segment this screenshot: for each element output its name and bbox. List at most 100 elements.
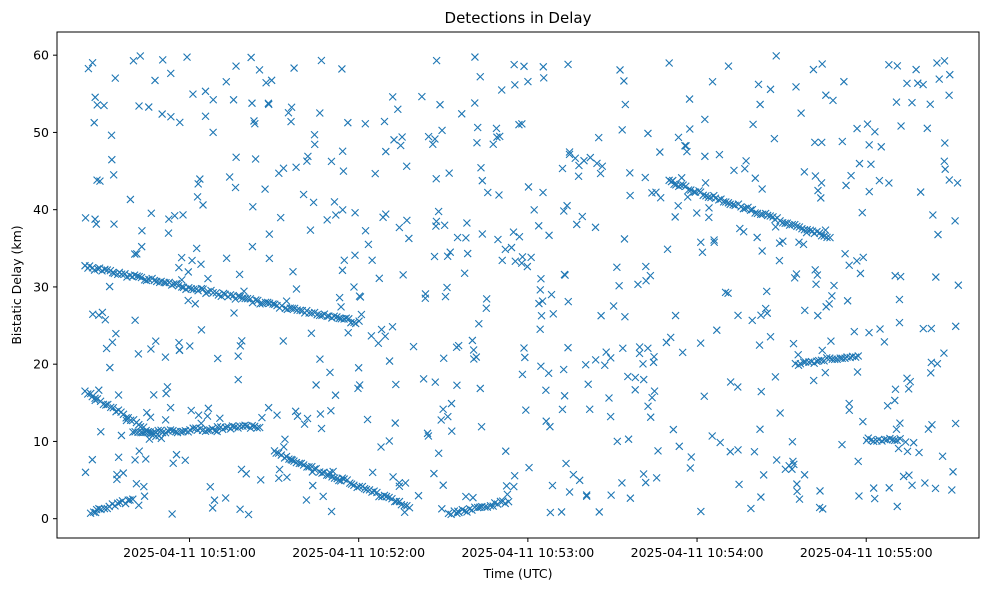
detection-point (375, 274, 384, 283)
detection-point (546, 422, 554, 431)
detection-point (716, 438, 725, 447)
detection-point (747, 504, 755, 513)
detection-point (134, 501, 143, 510)
detection-point (756, 100, 765, 109)
detection-point (903, 79, 911, 88)
detection-point (131, 316, 140, 325)
detection-point (440, 221, 449, 230)
detection-point (639, 359, 647, 368)
detection-point (174, 263, 183, 272)
detection-point (766, 212, 775, 220)
detection-point (894, 444, 903, 453)
detection-point (243, 294, 252, 303)
detection-point (307, 309, 316, 317)
detection-point (565, 148, 574, 156)
detection-point (105, 282, 114, 291)
detection-point (236, 505, 244, 514)
detection-point (147, 345, 155, 353)
detection-point (162, 278, 170, 287)
detection-point (626, 494, 635, 503)
detection-point (163, 383, 172, 391)
detection-point (609, 302, 618, 310)
detection-point (509, 228, 518, 237)
detection-point (895, 318, 904, 327)
detection-point (93, 264, 102, 273)
detection-point (841, 249, 849, 258)
detection-point (141, 455, 150, 463)
detection-point (891, 271, 900, 280)
detection-point (122, 416, 131, 425)
detection-point (683, 193, 692, 201)
detection-point (641, 262, 650, 271)
detection-point (623, 372, 632, 381)
detection-point (854, 457, 863, 466)
detection-point (327, 406, 335, 415)
detection-point (395, 223, 404, 232)
detection-point (189, 90, 197, 99)
detection-point (107, 131, 116, 140)
detection-point (381, 210, 390, 219)
detection-point (766, 85, 775, 94)
detection-point (199, 201, 207, 209)
detection-point (497, 86, 506, 94)
detection-point (639, 470, 648, 478)
detection-point (654, 447, 662, 455)
detection-point (940, 139, 949, 147)
detection-point (391, 419, 400, 427)
detection-point (138, 226, 146, 235)
detection-point (908, 481, 916, 490)
detection-point (901, 438, 910, 446)
detection-point (477, 422, 486, 431)
detection-point (465, 504, 474, 513)
detection-point (326, 368, 334, 377)
detection-point (858, 417, 867, 426)
detection-point (264, 100, 273, 109)
detection-point (624, 435, 633, 444)
detection-point (234, 375, 243, 384)
detection-point (719, 197, 728, 206)
detection-point (269, 300, 277, 308)
detection-point (750, 447, 759, 456)
detection-point (237, 337, 246, 345)
detection-point (344, 328, 353, 337)
detection-point (800, 168, 809, 176)
detection-point (323, 216, 332, 224)
detection-point (818, 346, 827, 355)
detection-point (434, 449, 443, 458)
detection-point (941, 165, 950, 174)
detection-point (295, 459, 304, 468)
detection-point (564, 297, 573, 306)
detection-point (919, 324, 928, 333)
detection-point (275, 465, 284, 474)
detection-point (90, 118, 99, 127)
detection-point (398, 133, 407, 141)
detection-point (867, 160, 875, 169)
detection-point (83, 390, 92, 398)
detection-point (453, 507, 462, 516)
detection-point (303, 414, 312, 423)
detection-point (149, 429, 157, 437)
detection-point (953, 178, 962, 187)
detection-point (395, 482, 404, 491)
detection-point (696, 238, 705, 247)
detection-point (934, 230, 942, 239)
detection-point (296, 306, 304, 315)
detection-point (225, 173, 234, 181)
detection-point (273, 411, 281, 419)
detection-point (414, 491, 423, 500)
detection-point (237, 465, 246, 474)
detection-point (933, 59, 941, 67)
detection-point (539, 73, 548, 82)
detection-point (582, 491, 591, 499)
detection-point (572, 220, 581, 229)
detection-point (377, 443, 385, 451)
detection-point (382, 492, 391, 501)
detection-point (255, 423, 264, 432)
detection-point (470, 99, 479, 107)
detection-point (336, 476, 345, 485)
detection-point (361, 119, 370, 128)
detection-point (897, 122, 905, 130)
detection-point (265, 230, 274, 239)
detection-point (557, 508, 566, 516)
detection-point (684, 186, 693, 194)
